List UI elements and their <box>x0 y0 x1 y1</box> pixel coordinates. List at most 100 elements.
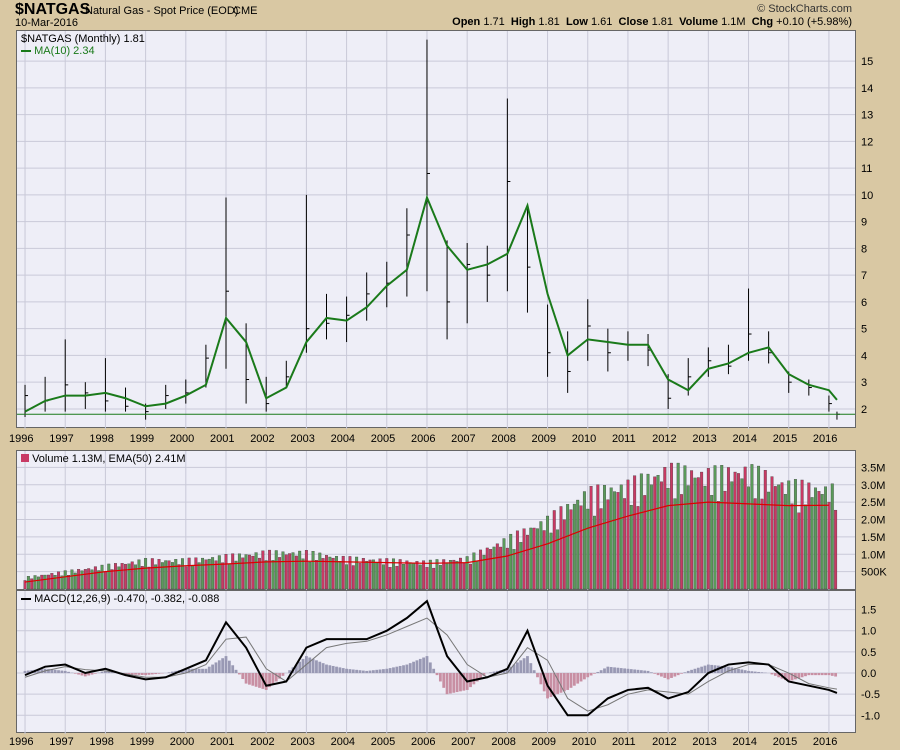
macd-histogram-bar <box>338 667 342 674</box>
macd-histogram-bar <box>348 669 352 674</box>
volume-bar <box>639 473 643 590</box>
volume-bar <box>241 557 245 590</box>
volume-bar <box>659 481 663 590</box>
volume-bar <box>294 555 298 590</box>
macd-histogram-bar <box>130 673 134 675</box>
macd-histogram-bar <box>87 673 91 676</box>
volume-bar <box>23 580 27 590</box>
volume-bar <box>30 578 34 590</box>
macd-histogram-bar <box>171 671 174 674</box>
x-axis-year-label: 2003 <box>290 736 315 748</box>
macd-histogram-bar <box>834 673 838 677</box>
volume-legend: Volume 1.13M, EMA(50) 2.41M <box>21 453 186 465</box>
volume-bar <box>542 530 546 590</box>
macd-histogram-bar <box>358 670 362 674</box>
volume-bar <box>422 560 426 590</box>
macd-histogram-bar <box>435 673 439 676</box>
macd-histogram-bar <box>268 673 271 688</box>
macd-histogram-bar <box>382 669 385 674</box>
volume-bar <box>522 528 526 590</box>
macd-histogram-bar <box>596 671 600 674</box>
volume-bar <box>716 501 720 590</box>
volume-bar <box>479 549 483 590</box>
x-axis-year-label: 2010 <box>571 736 597 748</box>
price-legend: $NATGAS (Monthly) 1.81 <box>21 33 145 45</box>
volume-bar <box>247 554 251 590</box>
volume-tick-label: 2.0M <box>861 515 885 527</box>
volume-bar <box>747 486 750 590</box>
volume-bar <box>760 498 764 590</box>
volume-bar <box>63 570 67 590</box>
macd-histogram-bar <box>797 673 801 679</box>
x-axis-year-label: 2011 <box>611 433 636 445</box>
volume-bar <box>767 491 771 590</box>
volume-bar <box>807 482 811 590</box>
macd-histogram-bar <box>308 657 312 674</box>
volume-ema-line <box>24 501 829 583</box>
volume-bar <box>191 565 194 590</box>
volume-bar <box>489 549 493 590</box>
volume-bar <box>834 509 838 590</box>
volume-bar <box>797 512 801 590</box>
brand-link[interactable]: © StockCharts.com <box>757 3 852 15</box>
macd-histogram-bar <box>449 673 452 694</box>
x-axis-year-label: 2009 <box>531 433 557 445</box>
macd-histogram-bar <box>696 667 700 674</box>
macd-histogram-bar <box>385 668 389 674</box>
volume-value: 1.1M <box>721 16 746 28</box>
volume-bar <box>140 566 144 590</box>
macd-histogram-bar <box>770 673 774 675</box>
volume-bar <box>502 538 506 590</box>
x-axis-year-label: 1998 <box>89 736 114 748</box>
volume-bar <box>723 490 727 590</box>
macd-histogram-bar <box>773 673 777 676</box>
macd-histogram-bar <box>288 670 292 674</box>
macd-histogram-bar <box>814 673 817 676</box>
volume-bar <box>103 571 107 590</box>
macd-histogram-bar <box>552 673 556 696</box>
x-axis-year-label: 2013 <box>692 433 717 445</box>
macd-histogram-bar <box>234 669 238 674</box>
volume-bar <box>268 549 271 590</box>
volume-bar <box>740 478 744 590</box>
price-tick-label: 2 <box>861 404 867 416</box>
volume-legend-label: Volume 1.13M, EMA(50) 2.41M <box>32 453 186 465</box>
volume-bar <box>830 483 834 590</box>
macd-tick-label: 1.5 <box>861 605 876 617</box>
volume-bar <box>505 547 509 590</box>
volume-bar <box>137 559 141 590</box>
volume-bar <box>351 565 355 590</box>
macd-histogram-bar <box>412 661 415 674</box>
x-axis-year-label: 2011 <box>611 736 636 748</box>
macd-chart: -1.0 -0.5 0.0 0.5 1.0 1.5 <box>17 591 880 734</box>
macd-histogram-bar <box>807 673 811 676</box>
macd-histogram-bar <box>328 665 332 674</box>
volume-bar <box>670 462 673 590</box>
macd-histogram-bar <box>388 668 392 674</box>
volume-bar <box>827 501 831 590</box>
macd-histogram-bar <box>583 673 586 680</box>
macd-histogram-bar <box>710 664 714 674</box>
macd-histogram-bar <box>482 673 486 676</box>
macd-histogram-bar <box>392 667 395 674</box>
volume-bar <box>50 573 54 590</box>
price-tick-label: 12 <box>861 136 873 148</box>
macd-histogram-bar <box>492 671 496 674</box>
macd-histogram-bar <box>727 666 730 674</box>
volume-bar <box>77 569 81 590</box>
volume-bar <box>127 563 131 590</box>
macd-histogram-bar <box>110 672 114 674</box>
volume-bar <box>710 495 714 590</box>
macd-histogram-bar <box>599 670 603 674</box>
macd-histogram-bar <box>405 664 409 674</box>
volume-bar <box>653 476 657 590</box>
macd-tick-label: -1.0 <box>861 710 880 722</box>
x-axis-year-label: 2007 <box>451 433 476 445</box>
volume-bar <box>656 475 660 590</box>
macd-histogram-bar <box>217 660 221 674</box>
volume-bar <box>214 560 218 590</box>
macd-histogram-bar <box>271 673 275 685</box>
volume-bar <box>274 550 278 590</box>
macd-histogram-bar <box>274 673 278 682</box>
ma-legend-label: MA(10) 2.34 <box>34 45 95 57</box>
